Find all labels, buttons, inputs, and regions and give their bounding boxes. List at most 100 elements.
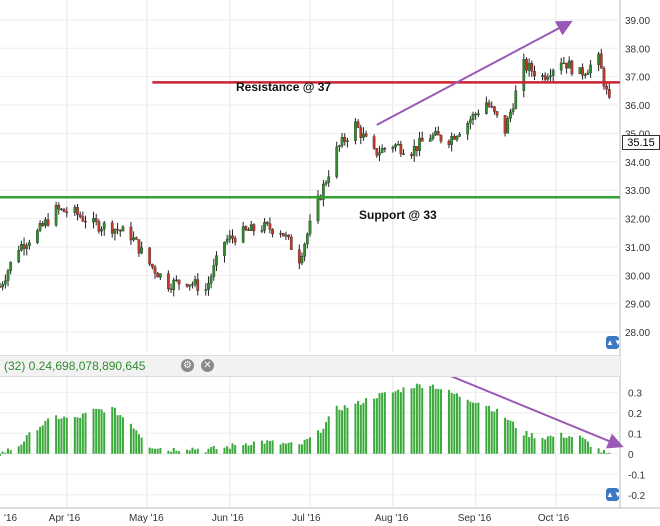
indicator-bar [268, 441, 271, 454]
candle-body [506, 118, 510, 134]
candle-body [477, 113, 480, 115]
indicator-bar [530, 433, 533, 454]
indicator-bar [306, 438, 309, 454]
candle-body [0, 286, 2, 288]
candle-body [175, 279, 178, 282]
indicator-bar [210, 447, 213, 454]
indicator-bar [28, 432, 31, 454]
indicator-bar [375, 398, 378, 454]
x-tick-label: Jul '16 [292, 513, 321, 524]
candle-body [22, 244, 26, 249]
indicator-bar [226, 446, 229, 454]
candle-body [17, 250, 21, 263]
candle-body [28, 242, 31, 246]
candle-body [300, 256, 304, 264]
indicator-bar [453, 393, 456, 454]
indicator-bar [584, 439, 587, 454]
indicator-bar [55, 415, 58, 454]
price-y-tick: 38.00 [625, 44, 650, 55]
indicator-bar [140, 437, 143, 454]
indicator-bar [439, 389, 442, 454]
indicator-bar [303, 439, 306, 454]
x-tick-label: Sep '16 [458, 513, 492, 524]
price-y-tick: 39.00 [625, 16, 650, 27]
close-icon[interactable]: ✕ [201, 359, 214, 372]
indicator-bar [65, 417, 68, 454]
indicator-bar [514, 428, 517, 454]
indicator-bar [522, 435, 525, 454]
price-scale-button[interactable]: ▲▼ [606, 336, 622, 349]
candle-body [305, 233, 309, 245]
price-y-tick: 36.00 [625, 101, 650, 112]
indicator-bar [188, 450, 191, 454]
indicator-bar [260, 440, 263, 454]
indicator-bar [41, 425, 44, 454]
indicator-bar [354, 403, 357, 454]
indicator-bar [578, 435, 581, 454]
candle-body [605, 86, 608, 90]
candle-body [177, 279, 181, 285]
indicator-bar [512, 421, 515, 454]
candle-body [378, 152, 381, 156]
indicator-bar [135, 430, 138, 454]
candle-body [204, 289, 208, 291]
indicator-bar [437, 388, 440, 454]
candle-body [188, 284, 192, 287]
candle-body [209, 276, 213, 284]
indicator-bar [228, 448, 231, 454]
candle-body [41, 223, 45, 226]
indicator-bar [474, 403, 477, 454]
candle-body [335, 146, 339, 177]
indicator-bar [175, 450, 178, 454]
candle-body [490, 106, 494, 108]
indicator-bar [223, 447, 226, 454]
indicator-bar [282, 442, 285, 454]
indicator-bar [0, 453, 1, 456]
candle-body [546, 76, 550, 80]
price-y-tick: 28.00 [625, 328, 650, 339]
indicator-bar [469, 401, 472, 454]
indicator-scale-button[interactable]: ▲▼ [606, 488, 622, 501]
candle-body [1, 284, 5, 287]
candle-body [458, 134, 462, 137]
candle-body [543, 75, 547, 80]
indicator-bar [359, 404, 362, 454]
candle-body [249, 224, 253, 231]
indicator-bar [63, 416, 66, 454]
indicator-bar [60, 418, 63, 454]
indicator-bar [327, 416, 330, 454]
indicator-bar [250, 444, 253, 454]
candle-body [193, 279, 197, 285]
candle-body [25, 245, 29, 249]
indicator-y-tick: 0.1 [628, 429, 642, 440]
indicator-bar [81, 413, 84, 454]
candle-body [495, 111, 499, 116]
candle-body [57, 205, 61, 210]
candle-body [439, 135, 443, 142]
candle-body [468, 119, 472, 124]
indicator-bar [212, 446, 215, 454]
indicator-bar [4, 452, 7, 454]
indicator-bar [402, 387, 405, 454]
candle-body [324, 182, 328, 185]
indicator-bar [421, 388, 424, 454]
indicator-bar [137, 434, 140, 454]
candle-body [215, 255, 218, 266]
indicator-bar [95, 408, 98, 454]
price-trend-arrow [376, 20, 573, 126]
indicator-bar [394, 391, 397, 454]
candle-body [62, 208, 66, 213]
x-tick-label: Oct '16 [538, 513, 570, 524]
candle-body [84, 220, 87, 223]
candle-body [65, 211, 69, 214]
indicator-y-tick: 0.3 [628, 388, 642, 399]
candle-body [303, 243, 307, 257]
candle-body [485, 102, 488, 114]
indicator-bar [36, 430, 39, 454]
indicator-legend-bar: (32) 0.24,698,078,890,645 ⚙ ✕ [0, 355, 620, 377]
gear-icon[interactable]: ⚙ [181, 359, 194, 372]
candle-body [73, 206, 77, 213]
indicator-bar [378, 393, 381, 454]
